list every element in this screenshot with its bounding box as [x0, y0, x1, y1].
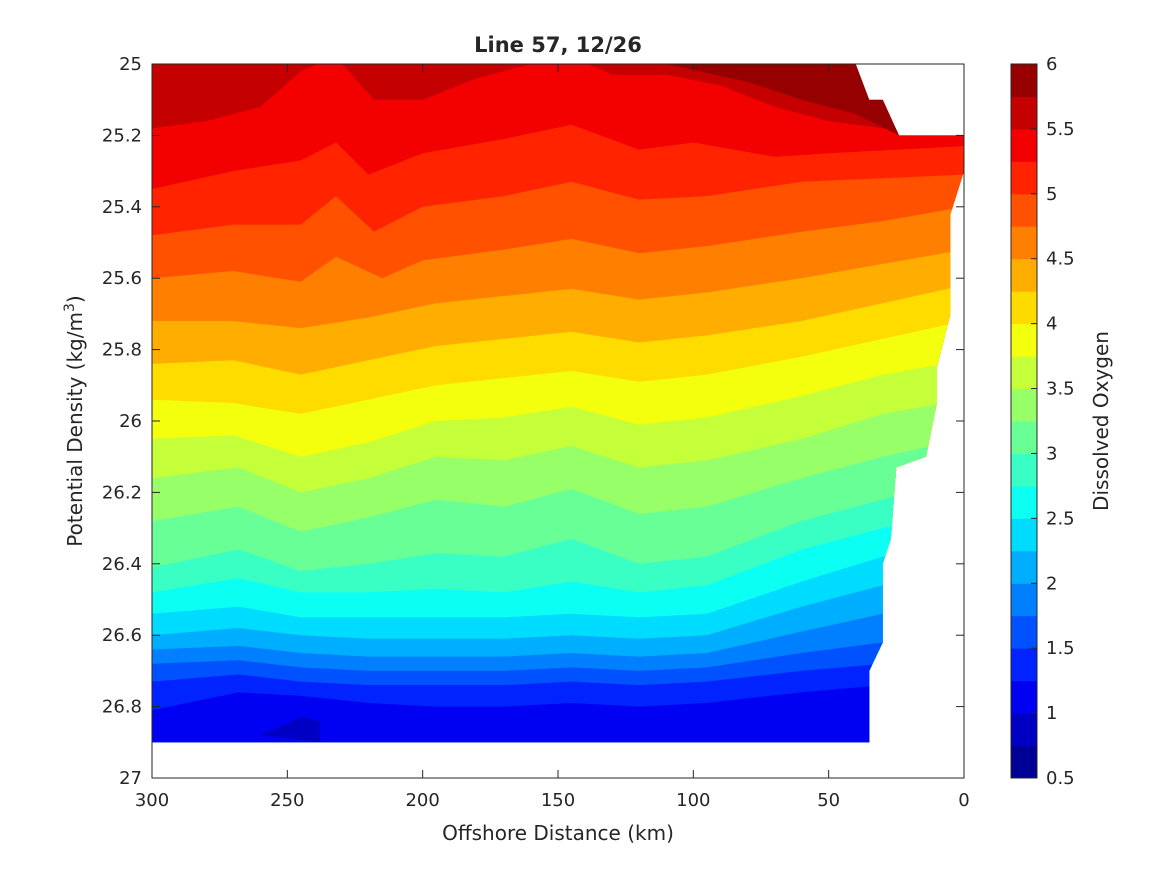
x-tick-label: 200	[405, 790, 439, 811]
contour-bands	[152, 64, 964, 743]
colorbar-swatch	[1011, 745, 1037, 779]
x-axis-label: Offshore Distance (km)	[442, 821, 674, 845]
colorbar-tick-label: 0.5	[1046, 768, 1075, 789]
colorbar: 0.5 1 1.5 2 2.5 3 3.5 4 4.5 5 5.5 6 Dissolved Oxyge…	[1010, 54, 1113, 789]
contour-band-1	[260, 717, 320, 743]
y-axis-label-superscript: 3	[62, 303, 78, 312]
colorbar-swatch	[1011, 550, 1037, 584]
colorbar-label: Dissolved Oxygen	[1089, 331, 1113, 511]
y-tick-label: 26.2	[102, 482, 142, 503]
y-tick-label: 26	[119, 411, 142, 432]
y-tick-label: 26.8	[102, 697, 142, 718]
x-tick-label: 150	[541, 790, 575, 811]
colorbar-swatch	[1011, 615, 1037, 649]
plot-area: 300 250 200 150 100 50 0 2525.225.425.625.8262…	[102, 54, 970, 811]
colorbar-swatch	[1011, 258, 1037, 292]
colorbar-swatch	[1011, 64, 1037, 97]
chart-title: Line 57, 12/26	[474, 33, 642, 57]
colorbar-ticks: 0.5 1 1.5 2 2.5 3 3.5 4 4.5 5 5.5 6	[1031, 54, 1075, 789]
y-tick-label: 26.6	[102, 625, 142, 646]
colorbar-tick-label: 2.5	[1046, 508, 1075, 529]
colorbar-swatch	[1011, 128, 1037, 162]
y-tick-label: 25.8	[102, 340, 142, 361]
colorbar-swatch	[1011, 96, 1037, 130]
x-tick-label: 50	[817, 790, 840, 811]
colorbar-swatch	[1011, 226, 1037, 260]
colorbar-tick-label: 1.5	[1046, 638, 1075, 659]
y-axis-ticks: 25 25.2 25.4 25.6 25.8 26 26.2 26.4 26.6 26.8 27	[102, 54, 964, 789]
x-axis-ticks: 300 250 200 150 100 50 0	[135, 64, 970, 811]
colorbar-swatch	[1011, 485, 1037, 519]
colorbar-tick-label: 3	[1046, 443, 1057, 464]
colorbar-swatches	[1011, 64, 1037, 779]
x-tick-label: 0	[958, 790, 969, 811]
colorbar-tick-label: 1	[1046, 703, 1057, 724]
colorbar-tick-label: 5.5	[1046, 119, 1075, 140]
colorbar-tick-label: 5	[1046, 184, 1057, 205]
y-tick-label: 25.4	[102, 197, 142, 218]
contour-band-1.25	[152, 678, 964, 743]
x-tick-label: 100	[676, 790, 710, 811]
colorbar-swatch	[1011, 680, 1037, 714]
y-tick-label: 25.6	[102, 268, 142, 289]
colorbar-tick-label: 3.5	[1046, 379, 1075, 400]
y-tick-label: 25.2	[102, 125, 142, 146]
colorbar-tick-label: 6	[1046, 54, 1057, 75]
colorbar-swatch	[1011, 388, 1037, 422]
y-tick-label: 27	[119, 768, 142, 789]
colorbar-frame	[1010, 63, 1038, 779]
y-tick-label: 25	[119, 54, 142, 75]
colorbar-swatch	[1011, 291, 1037, 325]
colorbar-swatch	[1011, 648, 1037, 682]
colorbar-swatch	[1011, 583, 1037, 617]
contour-band-max	[666, 64, 900, 136]
colorbar-swatch	[1011, 161, 1037, 195]
y-axis-label-main: Potential Density (kg/m	[63, 312, 87, 547]
x-tick-label: 250	[270, 790, 304, 811]
colorbar-tick-label: 4.5	[1046, 249, 1075, 270]
y-axis-label: Potential Density (kg/m3)	[62, 295, 87, 546]
y-axis-label-close: )	[63, 295, 87, 303]
colorbar-swatch	[1011, 421, 1037, 454]
colorbar-swatch	[1011, 356, 1037, 390]
colorbar-swatch	[1011, 518, 1037, 552]
y-tick-label: 26.4	[102, 554, 142, 575]
colorbar-swatch	[1011, 323, 1037, 357]
colorbar-tick-label: 4	[1046, 314, 1057, 335]
colorbar-tick-label: 2	[1046, 573, 1057, 594]
colorbar-swatch	[1011, 453, 1037, 487]
contour-fill-clip	[152, 64, 964, 743]
colorbar-swatch	[1011, 713, 1037, 747]
x-tick-label: 300	[135, 790, 169, 811]
colorbar-swatch	[1011, 193, 1037, 227]
